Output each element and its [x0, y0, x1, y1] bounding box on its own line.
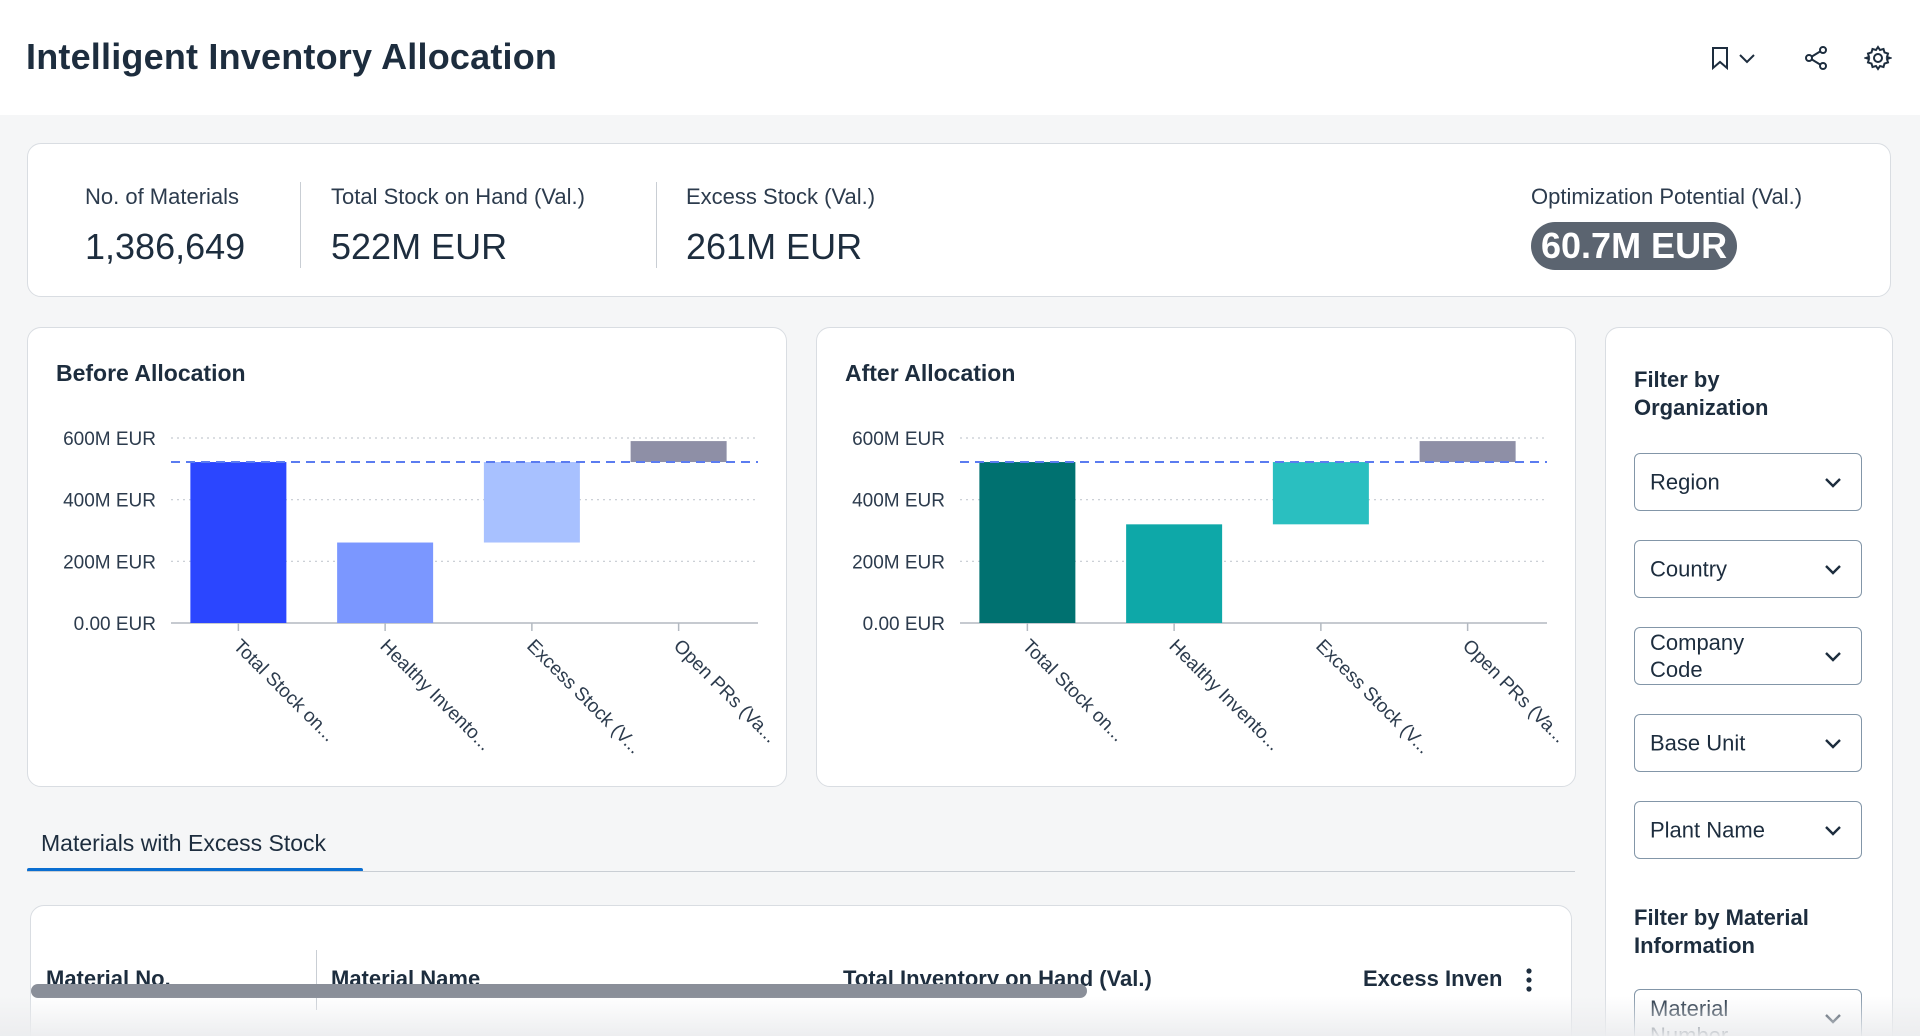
- y-tick-label: 200M EUR: [852, 552, 945, 573]
- before-allocation-chart-card: Before Allocation 0.00 EUR 200M EUR 400M E…: [27, 327, 787, 787]
- tab-label: Materials with Excess Stock: [41, 830, 327, 856]
- kpi-total-stock-on-hand: Total Stock on Hand (Val.) 522M EUR: [331, 184, 585, 268]
- x-tick-label: Total Stock on...: [1018, 636, 1128, 746]
- kpi-value: 522M EUR: [331, 226, 508, 267]
- bookmark-icon: [1712, 47, 1728, 71]
- select-label: Company Code: [1650, 630, 1745, 682]
- chevron-down-icon: [1825, 652, 1841, 662]
- gear-icon: [1864, 45, 1892, 71]
- chevron-down-icon: [1825, 826, 1841, 836]
- select-label: Plant Name: [1650, 817, 1765, 843]
- y-tick-label: 400M EUR: [852, 491, 945, 512]
- kpi-label: Total Stock on Hand (Val.): [331, 184, 585, 209]
- x-tick-label: Open PRs (Va...: [1458, 636, 1570, 748]
- x-tick-label: Healthy Invento...: [1165, 636, 1284, 755]
- more-vertical-icon: [1526, 968, 1532, 992]
- filter-material-heading: Filter by Material Information: [1634, 905, 1809, 958]
- page-title: Intelligent Inventory Allocation: [26, 36, 558, 77]
- y-tick-label: 600M EUR: [852, 429, 945, 450]
- y-tick-label: 200M EUR: [63, 552, 156, 573]
- column-options-button[interactable]: [1509, 958, 1549, 1002]
- y-tick-label: 600M EUR: [63, 429, 156, 450]
- region-select[interactable]: Region: [1634, 453, 1862, 511]
- after-allocation-chart-card: After Allocation 0.00 EUR 200M EUR 400M EU…: [816, 327, 1576, 787]
- chevron-down-icon: [1825, 1014, 1841, 1024]
- y-tick-label: 400M EUR: [63, 491, 156, 512]
- kpi-optimization-potential: Optimization Potential (Val.) 60.7M EUR: [1531, 184, 1802, 270]
- chevron-down-icon: [1825, 478, 1841, 488]
- tab-bar-divider: [27, 871, 1575, 872]
- chart-bar[interactable]: [190, 462, 287, 623]
- before-allocation-chart: 0.00 EUR 200M EUR 400M EUR 600M EUR Total St…: [63, 429, 781, 759]
- chart-bar[interactable]: [1272, 462, 1369, 525]
- filter-org-heading: Filter by Organization: [1634, 367, 1769, 420]
- kpi-label: Excess Stock (Val.): [686, 184, 876, 209]
- x-tick-label: Excess Stock (V...: [522, 636, 645, 759]
- chart-bar[interactable]: [337, 542, 434, 623]
- chart-title: Before Allocation: [56, 360, 246, 386]
- material-number-select[interactable]: Material Number: [1634, 989, 1862, 1036]
- kpi-value-badge: 60.7M EUR: [1531, 222, 1738, 270]
- settings-button[interactable]: [1858, 38, 1898, 78]
- chart-bar[interactable]: [1126, 524, 1223, 623]
- bookmark-menu-button[interactable]: [1702, 38, 1764, 78]
- chevron-down-icon: [1739, 54, 1755, 64]
- select-label: Country: [1650, 556, 1728, 582]
- filter-panel: Filter by Organization Region Country Co…: [1605, 327, 1893, 1036]
- x-tick-label: Total Stock on...: [229, 636, 339, 746]
- horizontal-scrollbar[interactable]: [31, 984, 1087, 998]
- column-header-excess-inventory[interactable]: Excess Inven: [1363, 966, 1503, 991]
- materials-table: Material No. Material Name Total Invento…: [30, 905, 1572, 1036]
- kpi-value: 1,386,649: [85, 226, 246, 267]
- select-label: Material Number: [1650, 996, 1729, 1036]
- share-icon: [1805, 46, 1827, 70]
- kpi-excess-stock: Excess Stock (Val.) 261M EUR: [686, 184, 875, 268]
- kpi-summary-card: No. of Materials 1,386,649 Total Stock o…: [27, 143, 1891, 297]
- chart-bar[interactable]: [1419, 441, 1516, 463]
- plant-name-select[interactable]: Plant Name: [1634, 801, 1862, 859]
- company-code-select[interactable]: Company Code: [1634, 627, 1862, 685]
- after-allocation-chart: 0.00 EUR 200M EUR 400M EUR 600M EUR Total St…: [852, 429, 1570, 759]
- kpi-no-of-materials: No. of Materials 1,386,649: [85, 184, 245, 268]
- app-header: Intelligent Inventory Allocation: [0, 0, 1920, 115]
- chart-title: After Allocation: [845, 360, 1016, 386]
- base-unit-select[interactable]: Base Unit: [1634, 714, 1862, 772]
- tab-materials-with-excess-stock[interactable]: Materials with Excess Stock: [27, 818, 363, 872]
- chevron-down-icon: [1825, 565, 1841, 575]
- chart-bar[interactable]: [483, 462, 580, 543]
- y-tick-label: 0.00 EUR: [74, 614, 156, 635]
- chevron-down-icon: [1825, 739, 1841, 749]
- chart-bar[interactable]: [630, 441, 727, 463]
- country-select[interactable]: Country: [1634, 540, 1862, 598]
- x-tick-label: Healthy Invento...: [376, 636, 495, 755]
- x-tick-label: Excess Stock (V...: [1311, 636, 1434, 759]
- kpi-divider: [656, 182, 657, 268]
- kpi-divider: [300, 182, 301, 268]
- kpi-label: Optimization Potential (Val.): [1531, 184, 1803, 209]
- select-label: Base Unit: [1650, 730, 1746, 756]
- y-tick-label: 0.00 EUR: [863, 614, 945, 635]
- kpi-value: 261M EUR: [686, 226, 863, 267]
- share-button[interactable]: [1796, 38, 1836, 78]
- select-label: Region: [1650, 469, 1720, 495]
- tab-selected-indicator: [27, 868, 363, 872]
- x-tick-label: Open PRs (Va...: [669, 636, 781, 748]
- column-divider: [316, 950, 317, 1010]
- kpi-label: No. of Materials: [85, 184, 240, 209]
- chart-bar[interactable]: [979, 462, 1076, 623]
